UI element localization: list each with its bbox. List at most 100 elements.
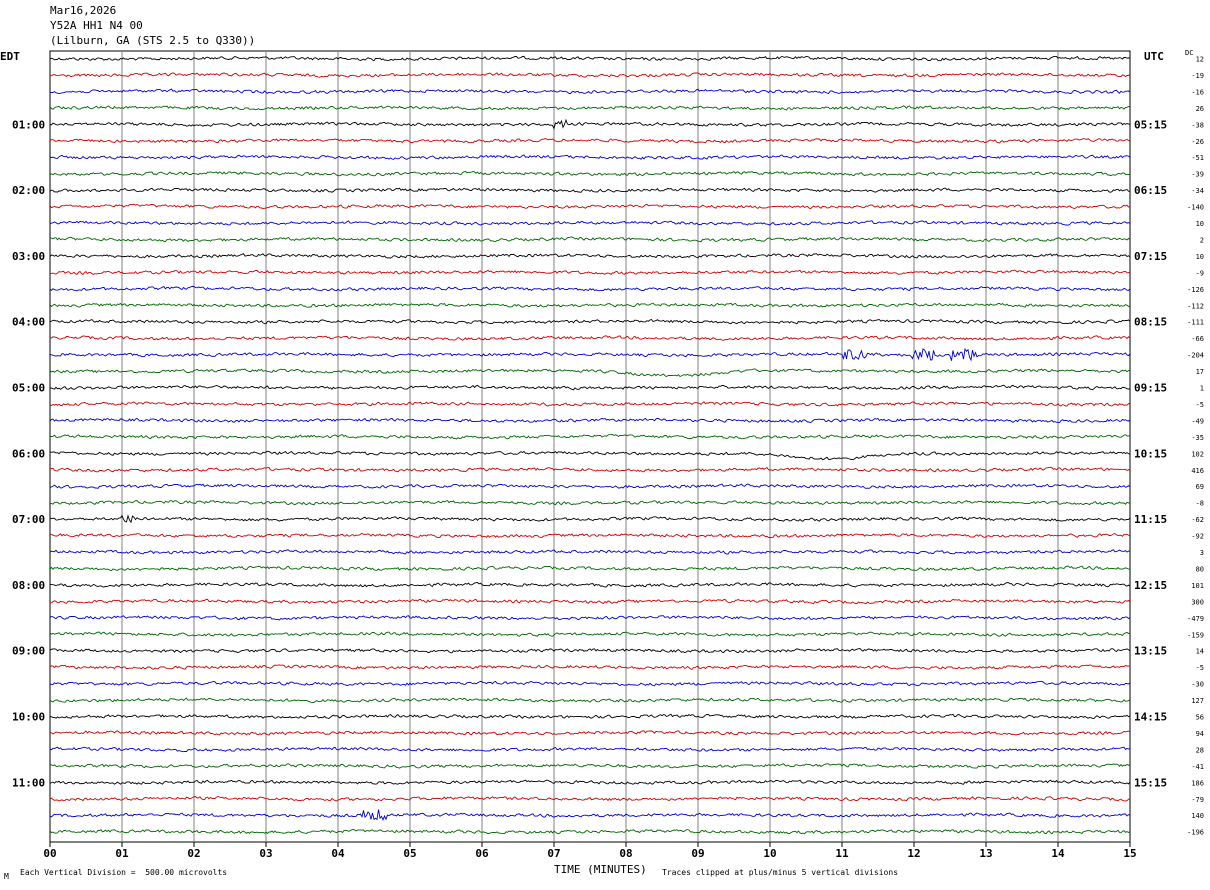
seismic-trace (49, 220, 1131, 226)
x-tick-label: 12 (907, 847, 920, 860)
seismic-trace (49, 713, 1131, 720)
right-hour-label: 14:15 (1134, 711, 1167, 724)
dc-offset-label: -479 (1187, 615, 1204, 623)
seismic-trace (49, 347, 1131, 362)
seismic-trace (49, 648, 1131, 654)
dc-offset-label: -79 (1191, 796, 1204, 804)
seismic-trace (49, 105, 1131, 111)
seismic-trace (49, 664, 1130, 670)
clip-note: Traces clipped at plus/minus 5 vertical … (662, 868, 899, 877)
dc-offset-label: 1 (1200, 385, 1204, 393)
right-timezone-label: UTC (1144, 50, 1164, 63)
right-hour-label: 13:15 (1134, 645, 1167, 658)
dc-offset-label: 10 (1196, 253, 1204, 261)
left-hour-label: 09:00 (12, 645, 45, 658)
seismic-trace (49, 286, 1131, 292)
left-timezone-label: EDT (0, 50, 20, 63)
dc-offset-label: 416 (1191, 467, 1204, 475)
dc-offset-label: 140 (1191, 812, 1204, 820)
seismic-trace (49, 763, 1131, 769)
x-tick-label: 05 (403, 847, 416, 860)
dc-offset-label: 186 (1191, 779, 1204, 787)
dc-offset-label: -126 (1187, 286, 1204, 294)
left-hour-label: 02:00 (12, 184, 45, 197)
seismic-trace (49, 680, 1131, 687)
dc-offset-label: -9 (1196, 269, 1204, 277)
dc-offset-label: -35 (1191, 434, 1204, 442)
dc-offset-header: DC (1185, 49, 1194, 57)
left-hour-label: 04:00 (12, 316, 45, 329)
dc-offset-label: 300 (1191, 598, 1204, 606)
x-tick-label: 03 (259, 847, 272, 860)
x-axis-title: TIME (MINUTES) (554, 863, 647, 876)
seismic-trace (49, 746, 1131, 753)
seismic-trace (49, 72, 1131, 78)
seismic-trace (49, 187, 1131, 193)
right-hour-label: 09:15 (1134, 382, 1167, 395)
dc-offset-label: -66 (1191, 335, 1204, 343)
dc-offset-label: 12 (1196, 56, 1204, 64)
plot-frame (49, 50, 1131, 843)
seismic-trace (49, 598, 1131, 605)
seismic-trace (49, 549, 1130, 555)
x-tick-label: 02 (187, 847, 200, 860)
seismic-trace (50, 730, 1131, 736)
chart-date: Mar16,2026 (50, 4, 117, 17)
dc-offset-label: 17 (1196, 368, 1204, 376)
seismic-trace (49, 450, 1131, 461)
dc-offset-label: -62 (1191, 516, 1204, 524)
seismic-trace (49, 154, 1131, 160)
seismic-trace (49, 318, 1131, 325)
seismic-trace (49, 483, 1131, 489)
left-hour-label: 11:00 (12, 776, 45, 789)
left-hour-label: 03:00 (12, 250, 45, 263)
dc-offset-label: 94 (1196, 730, 1204, 738)
dc-offset-label: -111 (1187, 319, 1204, 327)
dc-offset-label: 69 (1196, 483, 1204, 491)
dc-offset-label: 56 (1196, 714, 1204, 722)
dc-offset-label: -49 (1191, 417, 1204, 425)
dc-offset-label: -112 (1187, 302, 1204, 310)
seismic-trace (50, 499, 1131, 506)
right-hour-label: 08:15 (1134, 316, 1167, 329)
seismic-trace (49, 532, 1131, 539)
seismic-trace (49, 138, 1131, 144)
dc-offset-label: 2 (1200, 236, 1204, 244)
dc-offset-label: -5 (1196, 401, 1204, 409)
left-hour-label: 07:00 (12, 513, 45, 526)
corner-mark: M (4, 872, 9, 881)
station-name: Y52A HH1 N4 00 (50, 19, 143, 32)
seismic-trace (49, 434, 1131, 440)
x-tick-label: 09 (691, 847, 704, 860)
x-tick-label: 15 (1123, 847, 1136, 860)
left-hour-label: 08:00 (12, 579, 45, 592)
x-tick-label: 10 (763, 847, 776, 860)
dc-offset-label: -159 (1187, 631, 1204, 639)
dc-offset-label: 80 (1196, 565, 1204, 573)
seismic-trace (49, 170, 1131, 177)
dc-offset-label: 102 (1191, 450, 1204, 458)
dc-offset-label: 14 (1196, 648, 1204, 656)
seismic-trace (49, 269, 1131, 275)
dc-offset-label: -39 (1191, 171, 1204, 179)
dc-offset-label: 127 (1191, 697, 1204, 705)
left-hour-label: 01:00 (12, 118, 45, 131)
seismic-trace (49, 466, 1131, 473)
seismic-trace (50, 582, 1131, 588)
right-hour-label: 05:15 (1134, 118, 1167, 131)
dc-offset-label: 101 (1191, 582, 1204, 590)
seismic-trace (49, 118, 1131, 130)
left-hour-label: 05:00 (12, 382, 45, 395)
dc-offset-label: -41 (1191, 763, 1204, 771)
dc-offset-label: -196 (1187, 829, 1204, 837)
right-hour-label: 12:15 (1134, 579, 1167, 592)
dc-offset-label: -140 (1187, 204, 1204, 212)
x-tick-label: 06 (475, 847, 489, 860)
x-tick-label: 11 (835, 847, 849, 860)
seismic-trace (49, 302, 1131, 308)
seismic-trace (49, 631, 1131, 637)
seismic-trace (49, 615, 1131, 621)
seismic-trace (49, 417, 1131, 424)
